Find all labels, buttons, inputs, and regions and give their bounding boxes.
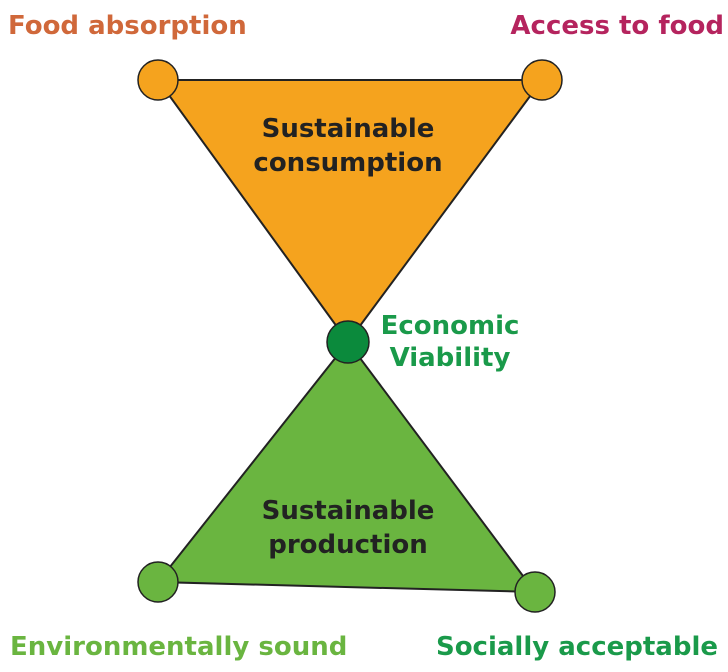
node-circle	[326, 320, 370, 364]
triangle-label-box: Sustainable production	[261, 496, 435, 560]
node-label: Economic Viability	[380, 311, 520, 373]
node-circle	[137, 59, 179, 101]
consumption-triangle	[156, 79, 544, 344]
triangle-label: Sustainable production	[261, 496, 435, 560]
node-label: Food absorption	[8, 11, 247, 41]
triangle-label-box: Sustainable consumption	[253, 114, 443, 178]
production-triangle	[155, 340, 538, 594]
node-label: Access to food	[510, 11, 724, 41]
node-label-box: Economic Viability	[380, 311, 520, 373]
node-circle	[521, 59, 563, 101]
triangle-label: Sustainable consumption	[253, 114, 443, 178]
node-label: Socially acceptable	[436, 632, 718, 662]
node-circle	[514, 571, 556, 613]
node-label: Environmentally sound	[10, 632, 347, 662]
node-circle	[137, 561, 179, 603]
